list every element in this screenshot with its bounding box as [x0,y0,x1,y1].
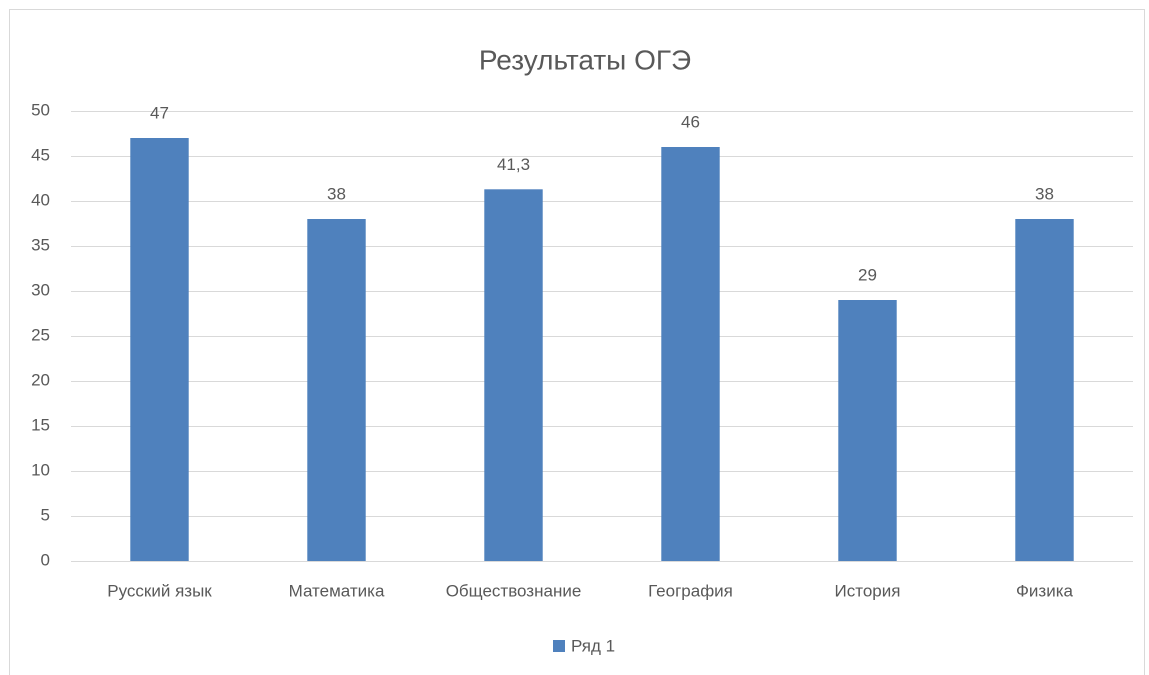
data-label: 38 [1035,184,1054,203]
bar [838,300,897,561]
y-tick-label: 30 [31,280,50,299]
y-tick-label: 20 [31,370,50,389]
x-tick-label: Русский язык [107,581,212,600]
bar [1015,219,1074,561]
data-label: 47 [150,103,169,122]
x-tick-label: Математика [289,581,385,600]
y-tick-label: 40 [31,190,50,209]
bar [484,189,543,562]
y-tick-label: 35 [31,235,50,254]
bar [130,138,189,561]
bar [661,147,720,561]
y-tick-label: 0 [41,550,50,569]
x-tick-label: История [835,581,901,600]
data-label: 38 [327,184,346,203]
y-tick-label: 45 [31,145,50,164]
y-tick-label: 50 [31,100,50,119]
legend-label: Ряд 1 [571,636,615,655]
y-tick-label: 25 [31,325,50,344]
y-tick-label: 10 [31,460,50,479]
chart-border [9,9,1145,675]
data-label: 46 [681,112,700,131]
y-tick-label: 15 [31,415,50,434]
x-tick-label: Физика [1016,581,1074,600]
legend-swatch [553,640,565,652]
y-tick-label: 5 [41,505,50,524]
data-label: 29 [858,265,877,284]
x-tick-label: Обществознание [446,581,582,600]
chart-title: Результаты ОГЭ [479,44,691,75]
data-label: 41,3 [497,155,530,174]
bar [307,219,366,561]
x-tick-label: География [648,581,733,600]
